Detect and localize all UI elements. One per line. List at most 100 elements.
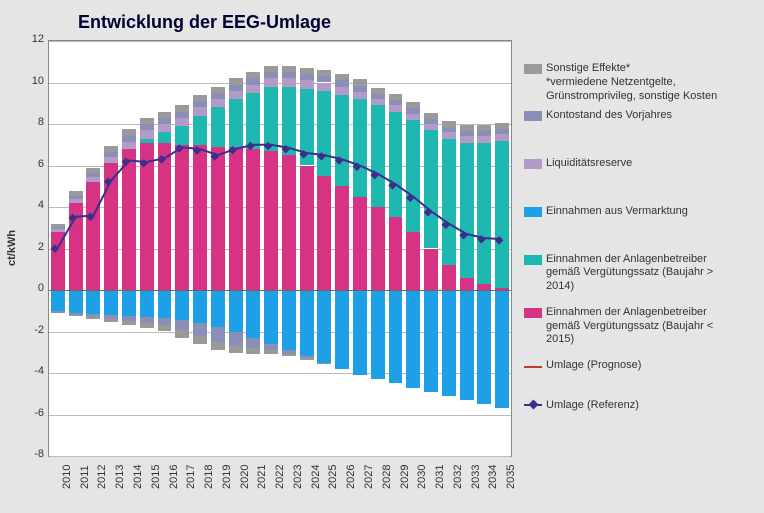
x-tick-label: 2018 bbox=[203, 465, 215, 489]
bar-n_einn bbox=[104, 290, 118, 315]
legend-swatch bbox=[524, 308, 542, 318]
x-tick-label: 2024 bbox=[310, 465, 322, 489]
bar-p_pink bbox=[51, 232, 65, 290]
bar-p_konto bbox=[389, 100, 403, 105]
x-tick-label: 2035 bbox=[505, 465, 517, 489]
bar-p_konto bbox=[335, 80, 349, 86]
bar-p_sonst bbox=[282, 66, 296, 72]
bar-p_konto bbox=[246, 78, 260, 84]
bar-n_einn bbox=[122, 290, 136, 316]
bar-n_sonst bbox=[158, 325, 172, 331]
bar-n_konto bbox=[175, 320, 189, 330]
bar-p_teal bbox=[282, 87, 296, 155]
bar-p_pink bbox=[424, 249, 438, 291]
legend: Sonstige Effekte**vermiedene Netzentgelt… bbox=[524, 52, 736, 413]
legend-item: Liquiditätsreserve bbox=[524, 157, 736, 171]
gridline bbox=[49, 83, 511, 84]
bar-p_teal bbox=[424, 130, 438, 248]
bar-p_pink bbox=[300, 166, 314, 291]
bar-n_sonst bbox=[175, 330, 189, 337]
bar-p_pink bbox=[69, 203, 83, 290]
bar-p_sonst bbox=[460, 125, 474, 131]
y-tick-label: 10 bbox=[20, 75, 44, 87]
legend-item: Einnahmen aus Vermarktung bbox=[524, 205, 736, 219]
bar-p_sonst bbox=[353, 79, 367, 85]
bar-n_einn bbox=[353, 290, 367, 375]
bar-n_sonst bbox=[229, 346, 243, 353]
bar-p_sonst bbox=[371, 88, 385, 94]
x-tick-label: 2017 bbox=[185, 465, 197, 489]
bar-p_pink bbox=[406, 232, 420, 290]
bar-p_sonst bbox=[211, 87, 225, 93]
legend-label: Einnahmen der Anlagenbetreiber gemäß Ver… bbox=[546, 253, 736, 294]
legend-swatch bbox=[524, 207, 542, 217]
bar-n_einn bbox=[282, 290, 296, 350]
bar-p_teal bbox=[335, 95, 349, 186]
bar-p_teal bbox=[317, 91, 331, 176]
bar-p_liq bbox=[175, 118, 189, 126]
legend-swatch bbox=[524, 64, 542, 74]
x-tick-label: 2027 bbox=[363, 465, 375, 489]
bar-p_sonst bbox=[193, 95, 207, 101]
bar-n_konto bbox=[158, 318, 172, 325]
bar-p_sonst bbox=[69, 191, 83, 195]
bar-p_teal bbox=[193, 116, 207, 145]
x-tick-label: 2014 bbox=[132, 465, 144, 489]
legend-item: Sonstige Effekte**vermiedene Netzentgelt… bbox=[524, 62, 736, 103]
bar-n_sonst bbox=[140, 323, 154, 328]
x-tick-label: 2025 bbox=[327, 465, 339, 489]
legend-label: Liquiditätsreserve bbox=[546, 157, 632, 171]
bar-p_liq bbox=[86, 177, 100, 182]
bar-p_pink bbox=[282, 155, 296, 290]
bar-n_einn bbox=[389, 290, 403, 383]
legend-label: Umlage (Prognose) bbox=[546, 359, 641, 373]
bar-p_teal bbox=[495, 141, 509, 288]
x-tick-label: 2012 bbox=[96, 465, 108, 489]
bar-p_teal bbox=[460, 143, 474, 278]
y-axis-label: ct/kWh bbox=[6, 229, 18, 265]
bar-n_einn bbox=[406, 290, 420, 388]
bar-p_sonst bbox=[477, 125, 491, 131]
y-tick-label: -4 bbox=[20, 365, 44, 377]
legend-item: Einnahmen der Anlagenbetreiber gemäß Ver… bbox=[524, 253, 736, 294]
bar-p_liq bbox=[193, 107, 207, 115]
bar-n_sonst bbox=[246, 348, 260, 354]
y-tick-label: 0 bbox=[20, 282, 44, 294]
legend-swatch bbox=[524, 111, 542, 121]
bar-p_konto bbox=[211, 93, 225, 99]
bar-p_liq bbox=[353, 92, 367, 99]
bar-p_sonst bbox=[122, 129, 136, 135]
bar-n_einn bbox=[300, 290, 314, 356]
bar-n_einn bbox=[371, 290, 385, 379]
x-tick-label: 2028 bbox=[381, 465, 393, 489]
bar-p_teal bbox=[229, 99, 243, 147]
legend-label: Umlage (Referenz) bbox=[546, 399, 639, 413]
bar-p_sonst bbox=[175, 105, 189, 111]
legend-label: Kontostand des Vorjahres bbox=[546, 109, 672, 123]
bar-n_konto bbox=[51, 311, 65, 313]
bar-p_konto bbox=[264, 72, 278, 78]
bar-p_konto bbox=[140, 124, 154, 130]
bar-p_pink bbox=[229, 147, 243, 290]
x-tick-label: 2030 bbox=[416, 465, 428, 489]
legend-line-marker bbox=[524, 399, 542, 411]
bar-p_konto bbox=[175, 112, 189, 118]
bar-p_teal bbox=[406, 120, 420, 232]
bar-p_konto bbox=[193, 101, 207, 107]
bar-p_sonst bbox=[158, 112, 172, 118]
bar-n_einn bbox=[246, 290, 260, 338]
bar-p_liq bbox=[211, 99, 225, 107]
bar-n_sonst bbox=[211, 342, 225, 350]
bar-n_sonst bbox=[264, 350, 278, 354]
bar-p_pink bbox=[140, 143, 154, 290]
bar-p_sonst bbox=[442, 121, 456, 127]
x-tick-label: 2022 bbox=[274, 465, 286, 489]
bar-n_sonst bbox=[86, 317, 100, 319]
bar-p_pink bbox=[264, 151, 278, 290]
gridline bbox=[49, 456, 511, 457]
bar-p_pink bbox=[460, 278, 474, 290]
bar-p_pink bbox=[389, 217, 403, 290]
bar-n_einn bbox=[460, 290, 474, 400]
bar-n_konto bbox=[211, 327, 225, 342]
bar-p_pink bbox=[317, 176, 331, 290]
